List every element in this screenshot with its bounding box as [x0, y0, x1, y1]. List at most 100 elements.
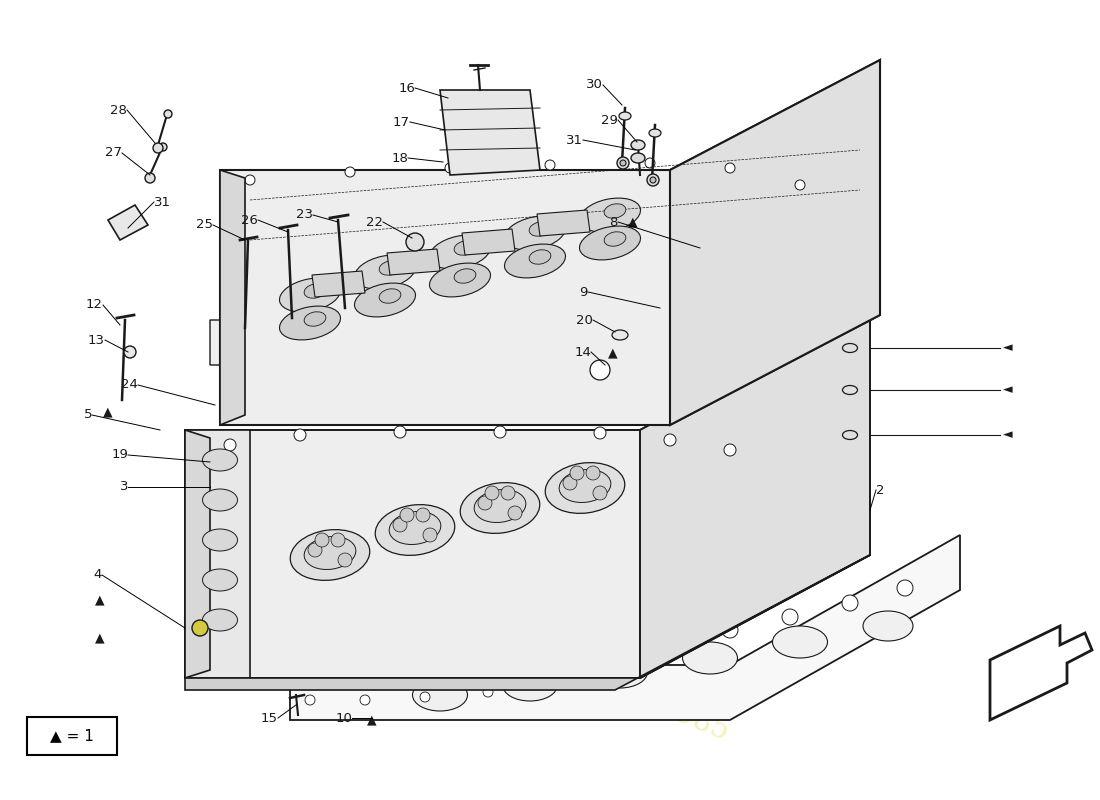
Polygon shape	[210, 205, 875, 365]
Ellipse shape	[864, 611, 913, 641]
Circle shape	[647, 174, 659, 186]
Circle shape	[145, 173, 155, 183]
Text: ◄: ◄	[1003, 429, 1013, 442]
Ellipse shape	[843, 343, 858, 353]
Ellipse shape	[529, 250, 551, 264]
Text: 15: 15	[261, 711, 278, 725]
Circle shape	[725, 163, 735, 173]
Text: 29: 29	[601, 114, 618, 126]
Text: 14: 14	[574, 346, 591, 358]
Text: ▲ = 1: ▲ = 1	[51, 729, 94, 743]
Ellipse shape	[304, 284, 326, 298]
Ellipse shape	[619, 112, 631, 120]
Ellipse shape	[843, 386, 858, 394]
Polygon shape	[108, 205, 148, 240]
Polygon shape	[990, 626, 1092, 720]
Text: 12: 12	[86, 298, 103, 311]
Circle shape	[338, 553, 352, 567]
Text: 31: 31	[566, 134, 583, 146]
Ellipse shape	[593, 656, 648, 688]
Ellipse shape	[580, 226, 640, 260]
Ellipse shape	[772, 626, 827, 658]
Text: 17: 17	[393, 115, 410, 129]
Ellipse shape	[202, 609, 238, 631]
Circle shape	[224, 439, 236, 451]
Circle shape	[896, 580, 913, 596]
Text: ◄: ◄	[1003, 342, 1013, 354]
Ellipse shape	[604, 232, 626, 246]
Circle shape	[485, 486, 499, 500]
Ellipse shape	[612, 330, 628, 340]
Polygon shape	[290, 535, 960, 720]
Text: ▲: ▲	[96, 631, 104, 645]
Text: 23: 23	[296, 209, 314, 222]
Ellipse shape	[379, 289, 400, 303]
Circle shape	[312, 667, 328, 683]
Text: 30: 30	[586, 78, 603, 91]
Polygon shape	[387, 249, 440, 275]
Ellipse shape	[474, 490, 526, 522]
Polygon shape	[440, 90, 540, 175]
Ellipse shape	[631, 153, 645, 163]
Circle shape	[620, 160, 626, 166]
Text: ◄: ◄	[1003, 383, 1013, 397]
Text: 31: 31	[154, 195, 170, 209]
Circle shape	[315, 533, 329, 547]
Ellipse shape	[546, 462, 625, 514]
Circle shape	[590, 360, 610, 380]
Circle shape	[500, 486, 515, 500]
Circle shape	[478, 496, 492, 510]
Ellipse shape	[505, 216, 565, 250]
Text: ▲: ▲	[96, 594, 104, 606]
Circle shape	[542, 660, 558, 676]
Ellipse shape	[604, 204, 626, 218]
Circle shape	[563, 476, 578, 490]
Text: eurocarbres: eurocarbres	[250, 455, 730, 705]
Ellipse shape	[503, 669, 558, 701]
Circle shape	[724, 444, 736, 456]
Ellipse shape	[682, 642, 737, 674]
Circle shape	[360, 695, 370, 705]
Circle shape	[331, 533, 345, 547]
Ellipse shape	[580, 198, 640, 232]
Circle shape	[782, 609, 797, 625]
Ellipse shape	[631, 140, 645, 150]
Circle shape	[602, 647, 618, 663]
Text: 22: 22	[366, 215, 383, 229]
Polygon shape	[537, 210, 590, 236]
Circle shape	[795, 180, 805, 190]
Circle shape	[420, 692, 430, 702]
Text: ▲: ▲	[628, 215, 638, 229]
Circle shape	[394, 426, 406, 438]
Ellipse shape	[305, 537, 355, 570]
Circle shape	[446, 163, 455, 173]
Circle shape	[345, 167, 355, 177]
Circle shape	[722, 622, 738, 638]
Circle shape	[245, 175, 255, 185]
Circle shape	[482, 667, 498, 683]
Circle shape	[544, 160, 556, 170]
Text: 4: 4	[94, 569, 102, 582]
Circle shape	[645, 158, 654, 168]
Text: 19: 19	[111, 449, 128, 462]
Circle shape	[160, 143, 167, 151]
Circle shape	[305, 695, 315, 705]
Circle shape	[424, 528, 437, 542]
Ellipse shape	[389, 511, 441, 545]
Circle shape	[650, 177, 656, 183]
Polygon shape	[312, 271, 365, 297]
Text: a passion for quality since 1985: a passion for quality since 1985	[287, 544, 733, 746]
Ellipse shape	[454, 269, 476, 283]
Text: ▲: ▲	[103, 406, 113, 418]
Polygon shape	[185, 430, 210, 678]
Ellipse shape	[559, 470, 610, 502]
Polygon shape	[185, 308, 870, 678]
Text: 20: 20	[576, 314, 593, 326]
Circle shape	[416, 508, 430, 522]
Circle shape	[164, 110, 172, 118]
Ellipse shape	[649, 129, 661, 137]
Text: 25: 25	[196, 218, 213, 231]
Ellipse shape	[202, 569, 238, 591]
Circle shape	[570, 466, 584, 480]
Ellipse shape	[379, 261, 400, 275]
